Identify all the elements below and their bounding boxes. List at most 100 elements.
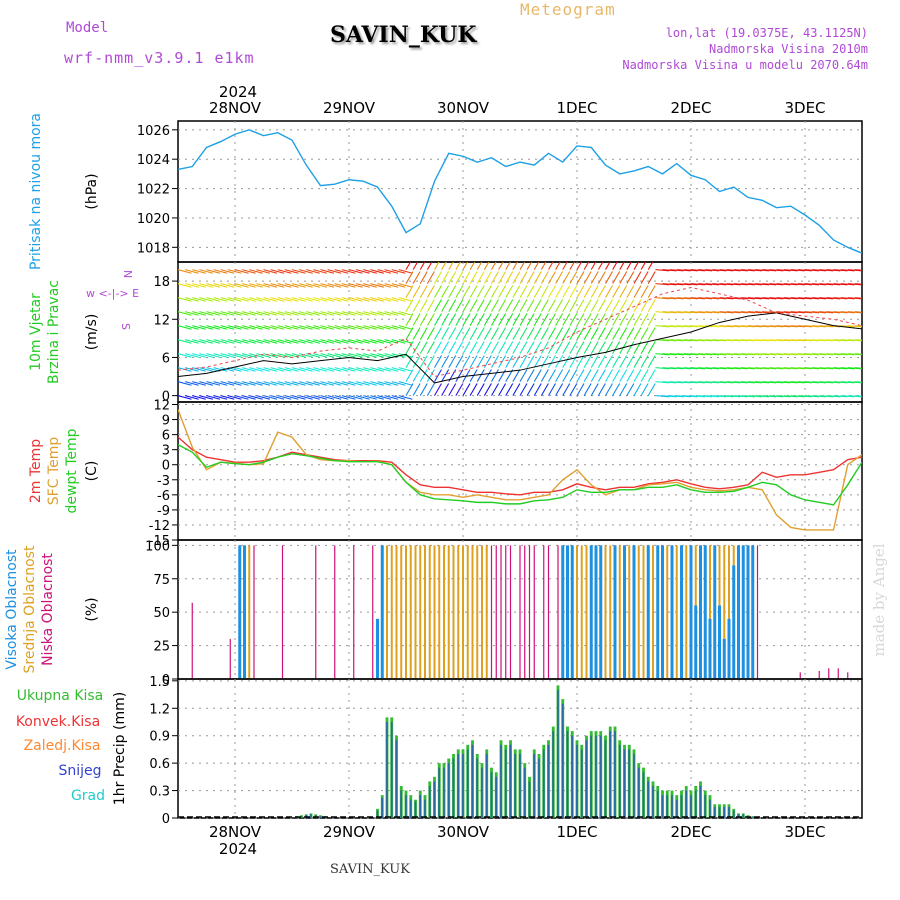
wind-barb [512, 262, 518, 270]
wind-barb [448, 262, 454, 270]
y-tick-label: 0.3 [149, 785, 170, 800]
wind-barb [241, 353, 256, 358]
wind-barb [655, 297, 670, 300]
wind-barb [819, 325, 834, 328]
wind-barb [612, 299, 621, 312]
snow-bar [576, 744, 578, 818]
wind-barb [769, 381, 784, 384]
wind-barb [476, 369, 485, 382]
wind-barb [569, 262, 575, 270]
wind-barb [733, 269, 748, 272]
wind-barb [256, 269, 271, 274]
wind-barb [819, 269, 834, 272]
wind-barb [348, 395, 363, 400]
wind-barb [512, 285, 521, 298]
wind-barb [270, 311, 285, 316]
wind-barb [526, 313, 535, 326]
wind-barb [854, 381, 862, 383]
wind-barb [263, 339, 278, 344]
wind-barb [612, 369, 621, 382]
wind-barb [469, 327, 478, 340]
wind-barb [405, 285, 414, 298]
wind-barb [277, 269, 292, 274]
wind-barb [434, 271, 442, 284]
snow-bar [728, 807, 730, 818]
model-label: Model [66, 20, 109, 36]
snow-bar [604, 740, 607, 818]
wind-barb [206, 297, 221, 302]
wind-barb [676, 339, 691, 342]
wind-barb [483, 355, 492, 368]
wind-barb [840, 381, 855, 384]
top-axis-day-label: 28NOV [209, 99, 262, 117]
snow-bar [642, 772, 645, 818]
wind-barb [227, 353, 242, 358]
wind-barb [826, 367, 841, 370]
wind-barb [184, 283, 199, 288]
wind-barb [662, 339, 677, 342]
snow-bar [585, 740, 588, 818]
snow-bar [571, 735, 574, 818]
wind-barb [505, 271, 514, 284]
wind-barb [747, 353, 762, 356]
snow-bar [685, 790, 688, 818]
wind-barb [469, 341, 478, 354]
wind-barb [726, 339, 741, 342]
wind-barb [184, 367, 199, 372]
wind-barb [640, 299, 649, 312]
wind-barb [256, 339, 271, 344]
wind-barb [298, 311, 313, 316]
wind-barb [526, 262, 533, 270]
wind-barb [519, 355, 528, 368]
panel-marks [178, 262, 862, 400]
wind-barb [826, 297, 841, 300]
wind-barb [540, 327, 549, 340]
wind-barb [533, 355, 542, 368]
snow-bar [595, 735, 597, 818]
wind-barb [605, 327, 613, 340]
wind-barb [184, 269, 199, 274]
wind-barb [590, 383, 599, 396]
wind-barb [776, 339, 791, 342]
wind-barb [270, 283, 285, 288]
wind-barb [676, 297, 691, 300]
wind-barb [220, 325, 235, 330]
wind-barb [206, 353, 221, 358]
wind-barb [690, 325, 705, 328]
wind-barb [412, 313, 421, 326]
wind-barb [270, 339, 285, 344]
wind-barb [676, 311, 691, 314]
wind-barb [576, 383, 585, 396]
wind-barb [626, 383, 635, 396]
wind-barb [455, 369, 464, 382]
wind-barb [826, 381, 841, 384]
wind-barb [213, 395, 228, 400]
wind-barb [540, 262, 547, 270]
wind-barb [562, 285, 571, 298]
wind-barb [234, 283, 249, 288]
wind-barb [626, 355, 635, 368]
wind-barb [783, 297, 798, 300]
wind-barb [355, 395, 370, 400]
wind-barb [576, 313, 585, 326]
wind-barb [655, 269, 670, 272]
wind-barb [306, 269, 320, 274]
wind-barb [755, 353, 770, 356]
wind-barb [590, 355, 599, 368]
top-axis-day-label: 29NOV [323, 99, 376, 117]
wind-barb [662, 381, 677, 384]
wind-barb [783, 381, 798, 384]
wind-barb [583, 327, 592, 340]
wind-barb [277, 367, 292, 372]
wind-barb [726, 269, 741, 272]
wind-barb [555, 262, 561, 270]
wind-barb [419, 313, 428, 326]
snow-bar [457, 753, 460, 818]
wind-barb [263, 325, 278, 330]
wind-barb [263, 367, 278, 372]
wind-barb [683, 339, 698, 342]
wind-barb [655, 311, 670, 314]
wind-barb [249, 325, 263, 330]
panel-marks [191, 545, 849, 679]
